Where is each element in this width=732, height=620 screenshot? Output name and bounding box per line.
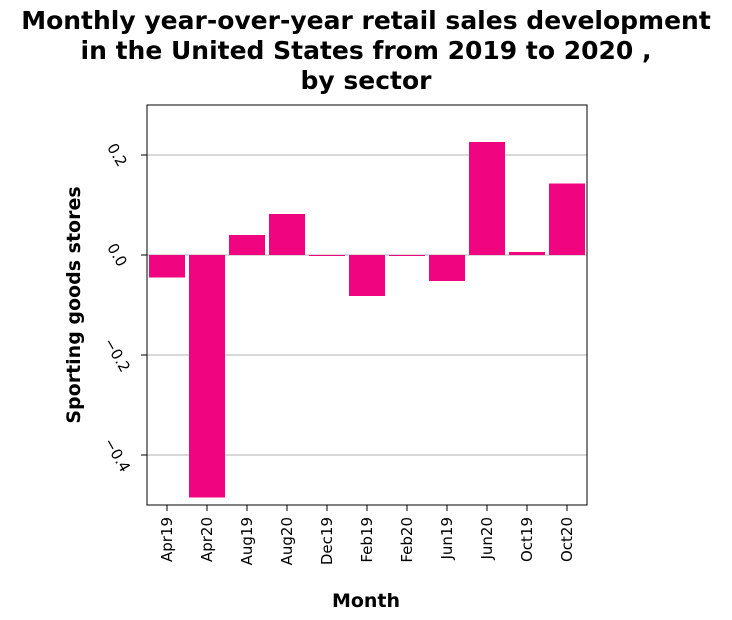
x-tick-label: Oct20	[558, 517, 576, 562]
x-tick-label: Feb19	[358, 517, 376, 563]
x-tick-label: Aug20	[278, 517, 296, 565]
chart-title: Monthly year-over-year retail sales deve…	[21, 6, 711, 95]
bar-oct20	[549, 183, 585, 255]
y-tick-label: 0.0	[103, 240, 131, 270]
chart-title-line-3: by sector	[300, 66, 432, 95]
x-tick-label: Oct19	[518, 517, 536, 562]
x-tick-label: Jun20	[478, 517, 496, 561]
y-tick-label: 0.2	[103, 140, 131, 170]
x-tick-label: Feb20	[398, 517, 416, 563]
bar-aug20	[269, 214, 305, 255]
bars	[149, 142, 585, 498]
x-axis-ticks: Apr19 Apr20 Aug19 Aug20 Dec19 Feb19 Feb20 Jun19…	[158, 505, 576, 565]
chart-title-line-1: Monthly year-over-year retail sales deve…	[21, 6, 711, 35]
x-axis-label: Month	[332, 590, 400, 612]
y-axis-label: Sporting goods stores	[63, 186, 85, 423]
x-tick-label: Jun19	[438, 517, 456, 561]
bar-apr19	[149, 255, 185, 278]
x-tick-label: Aug19	[238, 517, 256, 565]
x-tick-label: Apr20	[198, 517, 216, 562]
x-tick-label: Apr19	[158, 517, 176, 562]
y-axis-ticks: 0.2 0.0 −0.2 −0.4	[100, 140, 147, 475]
bar-oct19	[509, 252, 545, 255]
bar-jun19	[429, 255, 465, 281]
bar-jun20	[469, 142, 505, 255]
y-tick-label: −0.4	[100, 435, 134, 476]
bar-dec19	[309, 255, 345, 256]
bar-aug19	[229, 235, 265, 255]
x-tick-label: Dec19	[318, 517, 336, 565]
chart-title-line-2: in the United States from 2019 to 2020 ,	[81, 36, 652, 65]
bar-apr20	[189, 255, 225, 498]
bar-feb19	[349, 255, 385, 296]
y-tick-label: −0.2	[100, 335, 134, 376]
bar-feb20	[389, 255, 425, 256]
